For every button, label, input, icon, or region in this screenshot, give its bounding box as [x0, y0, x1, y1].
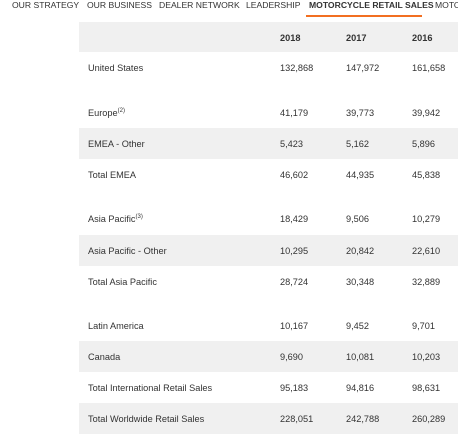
cell-value: 10,295 [280, 245, 309, 256]
header-row: 2018 2017 2016 [79, 22, 458, 52]
column-header: 2016 [412, 33, 433, 43]
cell-value: 10,203 [412, 351, 441, 362]
cell-value: 95,183 [280, 382, 309, 393]
row-label: Europe(2) [88, 107, 125, 117]
table-row: Total International Retail Sales 95,183 94… [79, 372, 458, 403]
table-row: Canada 9,690 10,081 10,203 [79, 341, 458, 372]
column-header: 2017 [346, 33, 367, 43]
cell-value: 132,868 [280, 63, 314, 73]
cell-value: 9,452 [346, 320, 369, 331]
cell-value: 46,602 [280, 169, 309, 180]
row-label: EMEA - Other [88, 139, 145, 149]
cell-value: 22,610 [412, 245, 441, 256]
cell-value: 28,724 [280, 276, 309, 287]
row-label: Latin America [88, 321, 144, 331]
table-row: Latin America 10,167 9,452 9,701 [79, 310, 458, 341]
nav-tab[interactable]: OUR STRATEGY [12, 0, 80, 10]
label-text: United States [88, 63, 144, 73]
cell-value: 39,942 [412, 107, 441, 118]
cell-value: 5,423 [280, 138, 303, 149]
nav-tab[interactable]: DEALER NETWORK [159, 0, 240, 10]
table-row: Total EMEA 46,602 44,935 45,838 [79, 159, 458, 190]
label-text: Canada [88, 351, 121, 362]
cell-value: 41,179 [280, 107, 309, 118]
row-label: Total EMEA [88, 170, 136, 180]
label-text: Total Worldwide Retail Sales [88, 413, 205, 424]
label-text: Total International Retail Sales [88, 382, 213, 393]
cell-value: 32,889 [412, 276, 441, 287]
table-row: EMEA - Other 5,423 5,162 5,896 [79, 128, 458, 159]
label-text: Total Asia Pacific [88, 276, 157, 287]
cell-value: 98,631 [412, 382, 441, 393]
table-row: Asia Pacific - Other 10,295 20,842 22,610 [79, 235, 458, 266]
cell-value: 228,051 [280, 413, 314, 424]
row-label: Canada [88, 352, 120, 362]
row-label: Total Asia Pacific [88, 277, 157, 287]
cell-value: 242,788 [346, 413, 380, 424]
nav-tab[interactable]: LEADERSHIP [246, 0, 301, 10]
cell-value: 161,658 [412, 63, 446, 73]
row-label: Asia Pacific - Other [88, 246, 167, 256]
nav-tab[interactable]: OUR BUSINESS [87, 0, 152, 10]
cell-value: 10,279 [412, 214, 441, 224]
footnote-ref: (2) [117, 107, 125, 114]
nav-tab[interactable]: MOTORCYCLE RETAIL SALES [309, 0, 434, 10]
cell-value: 45,838 [412, 169, 441, 180]
cell-value: 94,816 [346, 382, 375, 393]
row-label: Total International Retail Sales [88, 383, 212, 393]
row-label: United States [88, 63, 143, 73]
label-text: Europe [88, 107, 118, 118]
cell-value: 9,701 [412, 320, 435, 331]
table-row: Europe(2) 41,179 39,773 39,942 [79, 97, 458, 128]
cell-value: 18,429 [280, 214, 309, 224]
cell-value: 5,162 [346, 138, 369, 149]
active-underline [306, 15, 422, 17]
table-row: Asia Pacific(3) 18,429 9,506 10,279 [79, 203, 458, 235]
cell-value: 9,690 [280, 351, 303, 362]
cell-value: 9,506 [346, 214, 369, 224]
table-row: United States 132,868 147,972 161,658 [79, 52, 458, 84]
cell-value: 44,935 [346, 169, 375, 180]
label-text: Latin America [88, 320, 144, 331]
footnote-ref: (3) [135, 213, 143, 220]
cell-value: 10,167 [280, 320, 309, 331]
cell-value: 147,972 [346, 63, 380, 73]
cell-value: 260,289 [412, 413, 446, 424]
label-text: EMEA - Other [88, 138, 145, 149]
cell-value: 30,348 [346, 276, 375, 287]
label-text: Asia Pacific [88, 214, 136, 225]
cell-value: 20,842 [346, 245, 375, 256]
nav-tab[interactable]: MOTO [435, 0, 458, 10]
row-label: Asia Pacific(3) [88, 214, 143, 224]
label-text: Total EMEA [88, 169, 136, 180]
table-row: Total Worldwide Retail Sales 228,051 242,7… [79, 403, 458, 434]
cell-value: 10,081 [346, 351, 375, 362]
cell-value: 39,773 [346, 107, 375, 118]
label-text: Asia Pacific - Other [88, 245, 167, 256]
row-label: Total Worldwide Retail Sales [88, 414, 204, 424]
column-header: 2018 [280, 33, 301, 43]
table-row: Total Asia Pacific 28,724 30,348 32,889 [79, 266, 458, 297]
cell-value: 5,896 [412, 138, 435, 149]
